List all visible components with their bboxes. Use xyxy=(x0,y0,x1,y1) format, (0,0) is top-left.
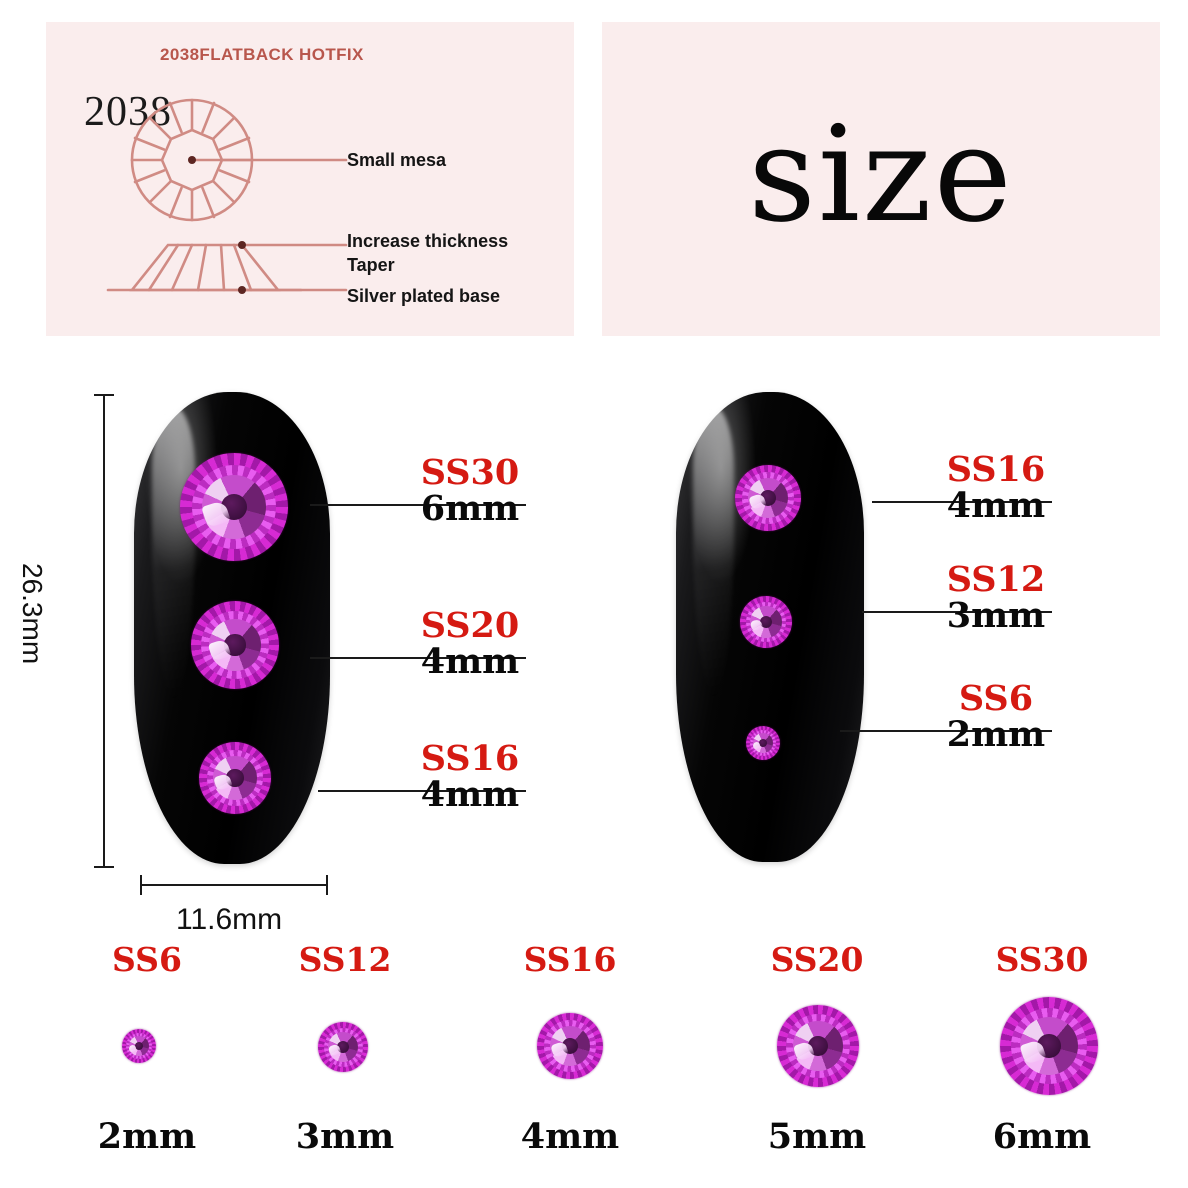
dimension-label-height: 26.3mm xyxy=(17,563,48,665)
swatch-mm-label: 4mm xyxy=(520,1116,620,1157)
dimension-label-width: 11.6mm xyxy=(176,903,283,936)
gem-ss12-on-nail-right xyxy=(740,596,792,648)
gem-ss16-on-nail-right xyxy=(735,465,801,531)
callout-ss-label: SS16 xyxy=(420,738,520,779)
dimension-cap-top xyxy=(94,394,114,396)
gem-ss30-on-nail xyxy=(180,453,288,561)
flatback-technical-drawing xyxy=(106,98,348,294)
leader-line-ss12 xyxy=(862,611,1052,613)
dimension-cap-bottom xyxy=(94,866,114,868)
size-swatch-ss16: SS16 4mm xyxy=(505,940,635,1160)
dimension-cap-left xyxy=(140,875,142,895)
callout-ss12: SS12 3mm xyxy=(940,562,1052,633)
dimension-line-height xyxy=(94,394,114,868)
callout-mm-label: 2mm xyxy=(946,713,1046,755)
size-swatch-ss30: SS30 6mm xyxy=(977,940,1107,1160)
callout-mm-label: 4mm xyxy=(420,640,520,682)
swatch-mm-label: 6mm xyxy=(992,1116,1092,1157)
leader-line-ss16-right xyxy=(872,501,1052,503)
dimension-cap-right xyxy=(326,875,328,895)
callout-mm-label: 3mm xyxy=(946,594,1046,636)
callout-ss-label: SS16 xyxy=(946,449,1046,490)
callout-ss6: SS6 2mm xyxy=(940,681,1052,752)
callout-ss-label: SS30 xyxy=(420,452,520,493)
callout-ss30: SS30 6mm xyxy=(414,455,526,526)
gem-culet-icon xyxy=(134,1041,144,1051)
gem-swatch-ss6 xyxy=(122,1029,156,1063)
label-taper: Taper xyxy=(347,255,395,275)
gem-culet-icon xyxy=(759,615,773,629)
gem-ss20-on-nail xyxy=(191,601,279,689)
panel-title-flatback: 2038FLATBACK HOTFIX xyxy=(160,45,364,64)
nail-gloss-highlight xyxy=(151,406,195,699)
callout-ss-label: SS12 xyxy=(946,559,1046,600)
dimension-line-width xyxy=(140,875,328,895)
swatch-mm-label: 2mm xyxy=(97,1116,197,1157)
size-swatch-ss6: SS6 2mm xyxy=(82,940,212,1160)
leader-line-ss30 xyxy=(310,504,526,506)
swatch-ss-label: SS16 xyxy=(523,940,617,979)
size-swatch-ss20: SS20 5mm xyxy=(752,940,882,1160)
callout-ss20: SS20 4mm xyxy=(414,608,526,679)
callout-ss-label: SS20 xyxy=(420,605,520,646)
gem-swatch-ss30 xyxy=(1000,997,1098,1095)
gem-swatch-ss16 xyxy=(537,1013,603,1079)
size-swatch-ss12: SS12 3mm xyxy=(280,940,410,1160)
callout-ss-label: SS6 xyxy=(958,678,1034,719)
label-increase-thickness: Increase thickness xyxy=(347,231,509,251)
gem-swatch-ss20 xyxy=(777,1005,859,1087)
nail-gloss-highlight xyxy=(692,406,735,698)
callout-ss16-left: SS16 4mm xyxy=(414,741,526,812)
size-title-panel xyxy=(602,22,1160,336)
leader-line-ss6 xyxy=(840,730,1052,732)
callout-ss16-right: SS16 4mm xyxy=(940,452,1052,523)
callout-mm-label: 6mm xyxy=(420,487,520,529)
swatch-ss-label: SS20 xyxy=(770,940,864,979)
swatch-ss-label: SS6 xyxy=(112,940,182,979)
callout-mm-label: 4mm xyxy=(946,484,1046,526)
swatch-mm-label: 3mm xyxy=(295,1116,395,1157)
swatch-mm-label: 5mm xyxy=(767,1116,867,1157)
label-small-mesa: Small mesa xyxy=(347,150,447,170)
size-heading: size xyxy=(748,98,1014,252)
gem-ss16-on-nail xyxy=(199,742,271,814)
gem-culet-icon xyxy=(758,738,768,748)
swatch-ss-label: SS12 xyxy=(298,940,392,979)
leader-line-ss16-left xyxy=(318,790,526,792)
gem-swatch-ss12 xyxy=(318,1022,368,1072)
callout-mm-label: 4mm xyxy=(420,773,520,815)
leader-line-ss20 xyxy=(310,657,526,659)
swatch-ss-label: SS30 xyxy=(995,940,1089,979)
label-silver-plated-base: Silver plated base xyxy=(347,286,501,306)
gem-ss6-on-nail-right xyxy=(746,726,780,760)
